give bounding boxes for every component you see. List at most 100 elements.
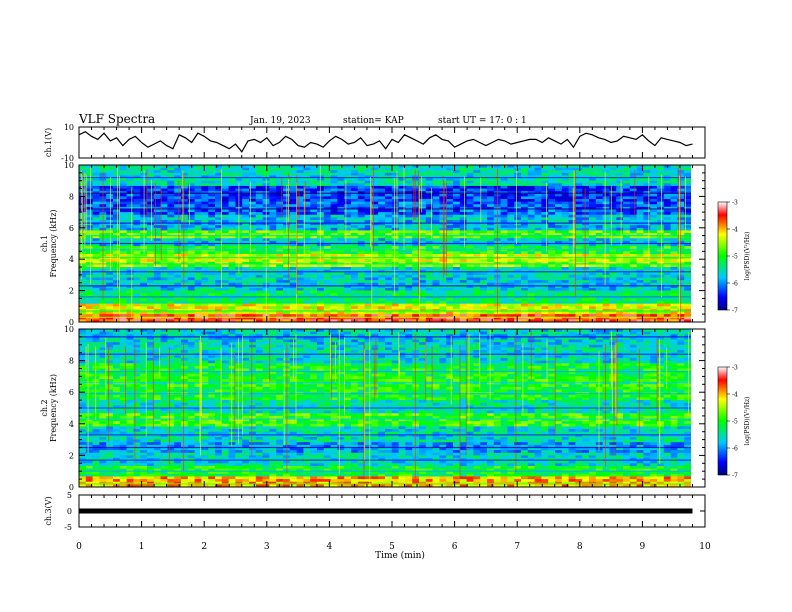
ch1-spectrogram-cell [657,170,665,174]
ch1-spectrogram-cell [337,188,345,192]
ch1-spectrogram-cell [323,209,331,213]
ch1-spectrogram-cell [113,240,121,244]
ch1-spectrogram-cell [521,165,529,169]
ch1-spectrogram-cell [629,240,637,244]
ch1-spectrogram-cell [466,201,474,205]
ch1-spectrogram-cell [453,193,461,197]
ch1-spectrogram-cell [657,274,665,278]
ch1-spectrogram-cell [160,290,168,294]
ch1-spectrogram-cell [657,267,665,271]
ch1-spectrogram-cell [657,282,665,286]
ch1-spectrogram-cell [296,167,304,171]
ch1-spectrogram-cell [79,246,87,250]
ch1-spectrogram-cell [228,251,236,255]
ch1-spectrogram-cell [181,217,189,221]
ch1-spectrogram-cell [255,290,263,294]
ch1-spectrogram-cell [296,219,304,223]
ch1-spectrogram-cell [255,235,263,239]
ch1-spectrogram-cell [391,301,399,305]
ch1-spectrogram-cell [439,170,447,174]
ch1-spectrogram-cell [147,188,155,192]
ch1-spectrogram-cell [405,272,413,276]
ch1-spectrogram-cell [330,272,338,276]
ch1-spectrogram-cell [106,214,114,218]
ch1-spectrogram-cell [99,165,107,169]
ch1-spectrogram-cell [357,209,365,213]
ch1-spectrogram-cell [500,199,508,203]
ch1-spectrogram-cell [657,277,665,281]
ch1-spectrogram-cell [534,272,542,276]
ch1-spectrogram-cell [201,238,209,242]
ch1-spectrogram-cell [140,167,148,171]
ch1-spectrogram-cell [255,185,263,189]
ch1-spectrogram-cell [283,285,291,289]
ch1-spectrogram-cell [405,178,413,182]
ch1-spectrogram-cell [283,259,291,263]
ch1-spectrogram-cell [235,170,243,174]
ch1-spectrogram-cell [208,264,216,268]
ch1-spectrogram-cell [541,222,549,226]
ch1-spectrogram-cell [255,183,263,187]
ch1-spectrogram-cell [453,212,461,216]
ch1-spectrogram-cell [357,272,365,276]
ch1-spectrogram-cell [595,287,603,291]
ch1-spectrogram-cell [371,280,379,284]
ch1-spectrogram-cell [405,217,413,221]
ch1-spectrogram-cell [303,217,311,221]
ch1-spectrogram-cell [446,235,454,239]
ch1-spectrogram-cell [534,301,542,305]
ch1-spectrogram-cell [391,282,399,286]
ch1-spectrogram-cell [337,272,345,276]
ch1-spectrogram-cell [337,280,345,284]
ch1-spectrogram-cell [466,264,474,268]
ch1-spectrogram-cell [147,180,155,184]
ch1-spectrogram-cell [289,272,297,276]
ch1-spectrogram-cell [255,303,263,307]
ch1-spectrogram-cell [303,196,311,200]
ch1-spectrogram-cell [541,230,549,234]
ch1-spectrogram-cell [289,253,297,257]
ch1-spectrogram-cell [657,285,665,289]
ch1-spectrogram-cell [187,282,195,286]
ch1-spectrogram-cell [133,172,141,176]
ch1-spectrogram-cell [351,246,359,250]
ch1-spectrogram-cell [412,274,420,278]
ch1-spectrogram-cell [221,233,229,237]
ch1-spectrogram-cell [650,201,658,205]
ch1-spectrogram-cell [514,214,522,218]
ch1-spectrogram-cell [255,165,263,169]
ch1-spectrogram-cell [228,293,236,297]
ch1-spectrogram-cell [378,280,386,284]
ch1-spectrogram-cell [153,277,161,281]
ch1-spectrogram-cell [623,199,631,203]
ch1-spectrogram-cell [289,219,297,223]
ch1-spectrogram-cell [228,238,236,242]
ch1-spectrogram-cell [215,204,223,208]
ch1-spectrogram-cell [419,285,427,289]
ch1-spectrogram-cell [126,170,134,174]
ch1-spectrogram-cell [371,277,379,281]
ch1-spectrogram-cell [391,201,399,205]
ch1-spectrogram-cell [92,277,100,281]
ch1-spectrogram-cell [385,287,393,291]
ch1-spectrogram-cell [507,183,515,187]
ch1-spectrogram-cell [561,172,569,176]
ch1-spectrogram-cell [201,293,209,297]
ch1-spectrogram-cell [310,196,318,200]
ch1-spectrogram-cell [527,274,535,278]
ch1-spectrogram-cell [140,290,148,294]
ch1-spectrogram-cell [534,209,542,213]
ch1-spectrogram-cell [85,196,93,200]
ch1-spectrogram-cell [181,285,189,289]
ch1-spectrogram-cell [575,280,583,284]
ch1-spectrogram-cell [174,290,182,294]
ch1-spectrogram-cell [181,274,189,278]
ch1-spectrogram-cell [561,201,569,205]
ch1-spectrogram-cell [561,196,569,200]
ch1-spectrogram-cell [208,235,216,239]
ch1-spectrogram-cell [385,277,393,281]
ch1-spectrogram-cell [541,209,549,213]
ch1-spectrogram-cell [167,188,175,192]
ch1-spectrogram-cell [480,267,488,271]
ch1-spectrogram-cell [507,285,515,289]
